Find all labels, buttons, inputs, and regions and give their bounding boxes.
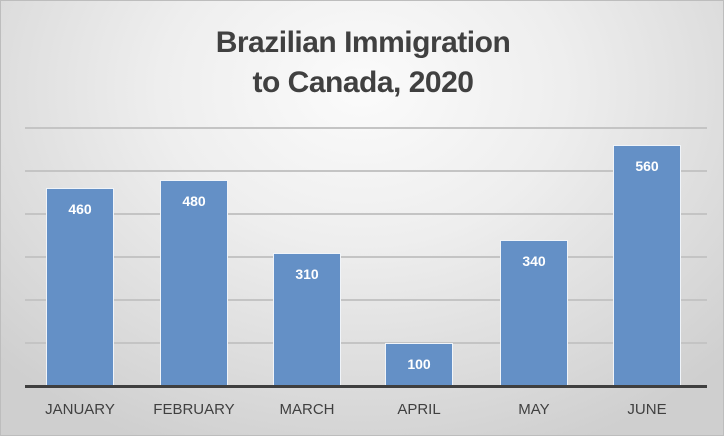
bar-may <box>500 239 568 386</box>
x-tick-label: MAY <box>518 401 550 418</box>
bar-january <box>46 188 114 386</box>
gridline <box>25 170 707 172</box>
data-label: 560 <box>635 158 659 175</box>
data-label: 460 <box>68 201 92 218</box>
gridline <box>25 127 707 129</box>
chart-title-line-2: to Canada, 2020 <box>252 66 474 99</box>
gridline <box>25 256 707 258</box>
x-tick-label: APRIL <box>397 401 441 418</box>
gridline <box>25 342 707 344</box>
bar-march <box>273 252 341 386</box>
gridline <box>25 213 707 215</box>
gridline <box>25 299 707 301</box>
data-label: 480 <box>182 192 206 209</box>
chart-title: Brazilian Immigration to Canada, 2020 <box>1 23 724 103</box>
chart-title-line-1: Brazilian Immigration <box>215 26 511 59</box>
bar-april <box>385 343 453 386</box>
x-tick-label: FEBRUARY <box>153 401 235 418</box>
x-axis-line <box>25 385 707 388</box>
x-tick-label: MARCH <box>279 401 335 418</box>
x-tick-label: JUNE <box>627 401 667 418</box>
bar-february <box>160 179 228 386</box>
bar-june <box>613 145 681 386</box>
x-tick-label: JANUARY <box>45 401 115 418</box>
data-label: 340 <box>522 252 546 269</box>
data-label: 100 <box>407 356 431 372</box>
data-label: 310 <box>295 265 319 282</box>
